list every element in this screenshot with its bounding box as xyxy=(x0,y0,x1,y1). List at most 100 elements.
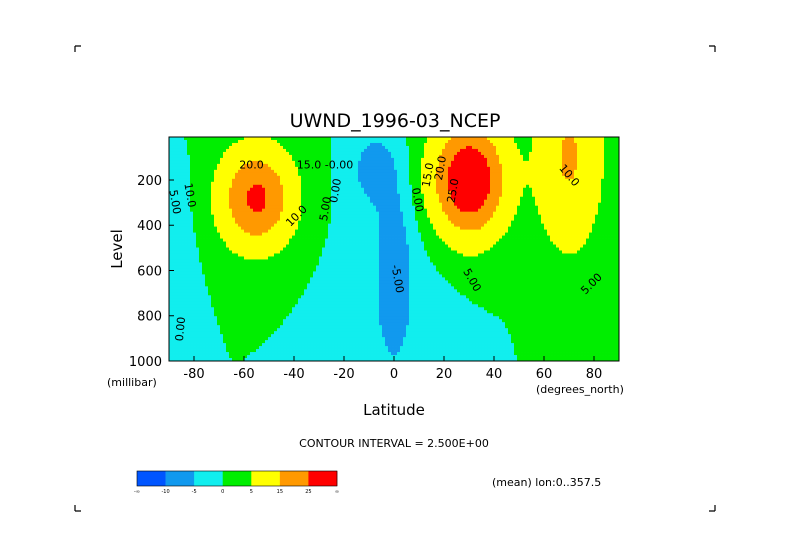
field-cell xyxy=(238,268,242,272)
field-cell xyxy=(271,223,275,227)
field-cell xyxy=(169,274,173,278)
field-cell xyxy=(232,137,236,141)
field-cell xyxy=(313,163,317,168)
field-cell xyxy=(364,259,368,263)
field-cell xyxy=(277,283,281,287)
field-cell xyxy=(205,271,209,275)
field-cell xyxy=(217,142,221,147)
field-cell xyxy=(244,202,248,207)
field-cell xyxy=(361,352,365,356)
field-cell xyxy=(361,274,365,278)
field-cell xyxy=(190,226,194,230)
field-cell xyxy=(289,349,293,353)
field-cell xyxy=(241,217,245,222)
field-cell xyxy=(235,286,239,290)
field-cell xyxy=(304,238,308,242)
field-cell xyxy=(331,151,335,156)
field-cell xyxy=(292,325,296,329)
field-cell xyxy=(367,184,371,189)
field-cell xyxy=(229,184,233,189)
field-cell xyxy=(316,256,320,260)
field-cell xyxy=(331,325,335,329)
field-cell xyxy=(310,199,314,204)
field-cell xyxy=(274,178,278,183)
field-cell xyxy=(274,289,278,293)
field-cell xyxy=(190,325,194,329)
field-cell xyxy=(346,169,350,174)
field-cell xyxy=(307,232,311,236)
field-cell xyxy=(325,289,329,293)
field-cell xyxy=(250,205,254,210)
field-cell xyxy=(313,235,317,239)
field-cell xyxy=(289,322,293,326)
field-cell xyxy=(304,139,308,144)
field-cell xyxy=(223,166,227,171)
field-cell xyxy=(214,196,218,201)
field-cell xyxy=(244,337,248,341)
field-cell xyxy=(217,265,221,269)
field-cell xyxy=(343,262,347,266)
field-cell xyxy=(214,349,218,353)
field-cell xyxy=(292,337,296,341)
field-cell xyxy=(271,172,275,177)
field-cell xyxy=(331,313,335,317)
field-cell xyxy=(229,202,233,207)
field-cell xyxy=(322,184,326,189)
field-cell xyxy=(286,268,290,272)
field-cell xyxy=(211,229,215,233)
field-cell xyxy=(250,181,254,186)
field-cell xyxy=(295,175,299,180)
field-cell xyxy=(295,262,299,266)
field-cell xyxy=(340,145,344,150)
field-cell xyxy=(196,310,200,314)
field-cell xyxy=(337,160,341,165)
field-cell xyxy=(172,199,176,204)
field-cell xyxy=(334,166,338,171)
field-cell xyxy=(250,316,254,320)
field-cell xyxy=(259,346,263,350)
field-cell xyxy=(316,223,320,227)
field-cell xyxy=(235,259,239,263)
field-cell xyxy=(256,163,260,168)
field-cell xyxy=(217,154,221,159)
field-cell xyxy=(235,283,239,287)
field-cell xyxy=(265,211,269,216)
field-cell xyxy=(322,187,326,192)
field-cell xyxy=(220,205,224,210)
field-cell xyxy=(172,175,176,180)
field-cell xyxy=(346,313,350,317)
field-cell xyxy=(229,238,233,242)
field-cell xyxy=(196,334,200,338)
field-cell xyxy=(337,259,341,263)
field-cell xyxy=(178,139,182,144)
field-cell xyxy=(223,241,227,245)
field-cell xyxy=(343,190,347,195)
field-cell xyxy=(184,199,188,204)
field-cell xyxy=(292,217,296,222)
field-cell xyxy=(184,262,188,266)
field-cell xyxy=(259,259,263,263)
field-cell xyxy=(313,328,317,332)
field-cell xyxy=(193,292,197,296)
field-cell xyxy=(205,337,209,341)
field-cell xyxy=(253,253,257,257)
field-cell xyxy=(304,196,308,201)
field-cell xyxy=(208,199,212,204)
field-cell xyxy=(259,253,263,257)
field-cell xyxy=(265,229,269,233)
field-cell xyxy=(208,202,212,207)
field-cell xyxy=(172,253,176,257)
field-cell xyxy=(280,199,284,204)
field-cell xyxy=(355,160,359,165)
field-cell xyxy=(313,142,317,147)
field-cell xyxy=(211,193,215,198)
field-cell xyxy=(286,349,290,353)
field-cell xyxy=(343,283,347,287)
field-cell xyxy=(343,322,347,326)
field-cell xyxy=(208,244,212,248)
field-cell xyxy=(310,148,314,153)
field-cell xyxy=(169,310,173,314)
field-cell xyxy=(208,235,212,239)
field-cell xyxy=(355,256,359,260)
field-cell xyxy=(322,295,326,299)
